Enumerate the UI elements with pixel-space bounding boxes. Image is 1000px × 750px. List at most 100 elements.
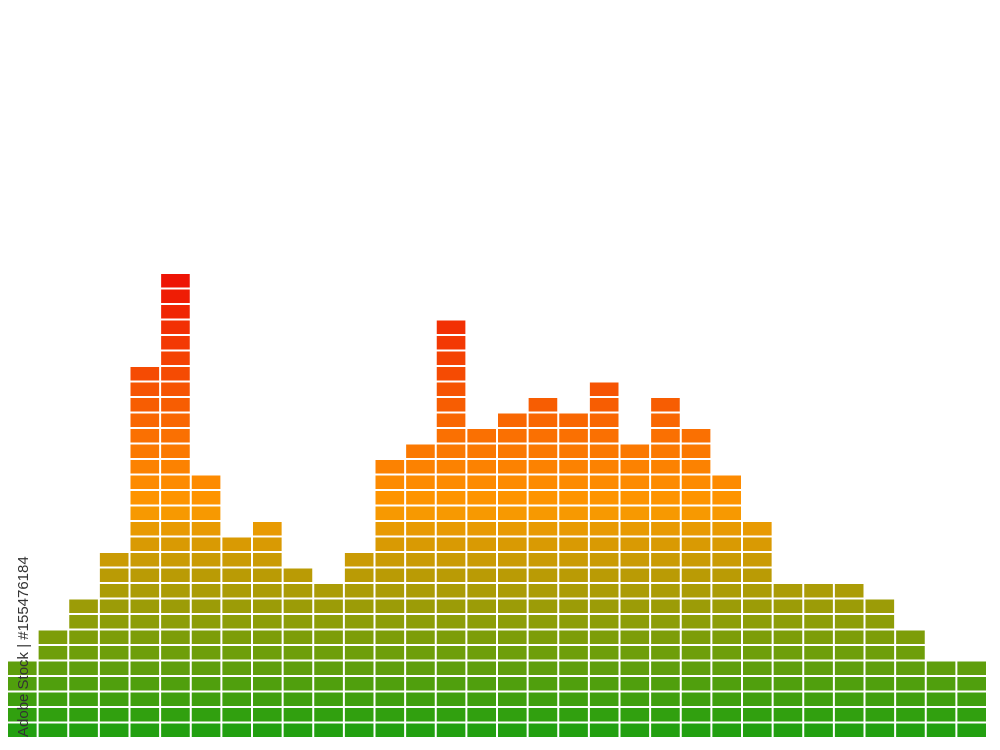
cell [191, 568, 221, 582]
cell [191, 522, 221, 536]
cell [222, 661, 251, 675]
cell [467, 553, 496, 567]
cell [651, 661, 680, 675]
cell [253, 630, 282, 644]
cell [467, 677, 496, 691]
cell [651, 413, 680, 427]
cell [896, 723, 925, 737]
cell [804, 661, 833, 675]
cell [620, 553, 650, 567]
cell [130, 599, 160, 613]
cell [559, 522, 588, 536]
cell [38, 630, 68, 644]
cell [467, 630, 496, 644]
cell [406, 475, 435, 489]
cell [99, 615, 129, 629]
cell [314, 692, 343, 706]
cell [406, 522, 435, 536]
cell [865, 677, 895, 691]
cell [436, 367, 466, 381]
cell [589, 506, 619, 520]
cell [589, 661, 619, 675]
cell [436, 568, 466, 582]
cell [130, 475, 160, 489]
cell [681, 506, 711, 520]
cell [222, 723, 251, 737]
cell [130, 506, 160, 520]
cell [834, 646, 864, 660]
cell [406, 491, 435, 505]
cell [651, 444, 680, 458]
cell [253, 692, 282, 706]
cell [743, 661, 772, 675]
bar [375, 460, 405, 737]
cell [344, 646, 374, 660]
bar [436, 320, 466, 737]
cell [498, 708, 527, 722]
cell [467, 615, 496, 629]
cell [589, 460, 619, 474]
cell [344, 661, 374, 675]
cell [896, 630, 925, 644]
cell [589, 692, 619, 706]
cell [344, 553, 374, 567]
cell [528, 537, 558, 551]
cell [498, 444, 527, 458]
cell [712, 692, 741, 706]
cell [620, 615, 650, 629]
cell [314, 615, 343, 629]
cell [773, 584, 803, 598]
cell [436, 382, 466, 396]
cell [436, 351, 466, 365]
cell [406, 584, 435, 598]
cell [589, 398, 619, 412]
cell [344, 568, 374, 582]
watermark: Adobe Stock | #155476184 [15, 556, 32, 737]
cell [957, 723, 986, 737]
cell [620, 677, 650, 691]
cell [222, 568, 251, 582]
cell [344, 584, 374, 598]
cell [436, 429, 466, 443]
cell [712, 475, 741, 489]
bar [69, 599, 98, 737]
cell [559, 584, 588, 598]
cell [712, 553, 741, 567]
cell [99, 553, 129, 567]
cell [436, 537, 466, 551]
cell [191, 584, 221, 598]
cell [834, 708, 864, 722]
cell [467, 475, 496, 489]
cell [191, 723, 221, 737]
cell [406, 506, 435, 520]
cell [130, 444, 160, 458]
cell [344, 677, 374, 691]
cell [375, 460, 405, 474]
cell [559, 708, 588, 722]
cell [620, 692, 650, 706]
cell [406, 677, 435, 691]
cell [926, 708, 956, 722]
cell [957, 677, 986, 691]
cell [130, 584, 160, 598]
cell [375, 522, 405, 536]
cell [191, 630, 221, 644]
cell [498, 506, 527, 520]
cell [743, 630, 772, 644]
cell [161, 661, 190, 675]
cell [375, 584, 405, 598]
cell [498, 677, 527, 691]
cell [681, 692, 711, 706]
cell [651, 460, 680, 474]
cell [651, 491, 680, 505]
cell [406, 553, 435, 567]
cell [681, 429, 711, 443]
cell [436, 615, 466, 629]
cell [743, 537, 772, 551]
cell [253, 599, 282, 613]
cell [314, 584, 343, 598]
cell [161, 708, 190, 722]
cell [130, 615, 160, 629]
cell [712, 522, 741, 536]
cell [161, 382, 190, 396]
